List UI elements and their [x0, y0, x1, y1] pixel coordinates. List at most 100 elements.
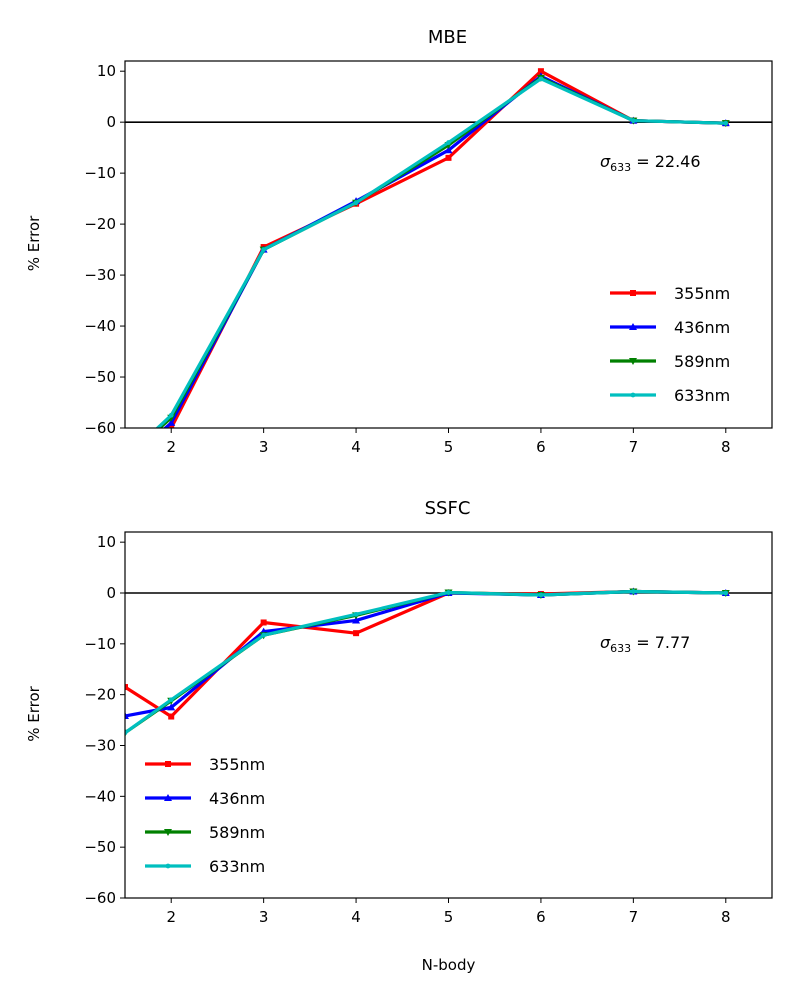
data-point-633nm: [723, 590, 729, 596]
y-tick-label: −10: [84, 635, 116, 653]
chart-panel-2: 2 3 4 5 6 7 8 10 0 −10 −20 −30 −40 −50 −60 SSFC % Error N…: [25, 498, 773, 974]
y-tick-label: 0: [106, 584, 116, 602]
y-tick-label: −30: [84, 266, 116, 284]
legend: 355nm 436nm 589nm 633nm: [610, 284, 730, 405]
plot-frame: [124, 60, 773, 429]
data-point-633nm: [261, 632, 267, 638]
chart-title: SSFC: [425, 498, 471, 519]
legend-marker-589nm: [164, 829, 172, 836]
series-line-633nm: [125, 589, 726, 735]
series-line-436nm: [163, 74, 726, 428]
legend-marker-589nm: [629, 358, 637, 365]
data-point-633nm: [538, 592, 544, 598]
data-point-355nm: [445, 154, 452, 161]
y-tick-label: 10: [97, 533, 116, 551]
legend: 355nm 436nm 589nm 633nm: [145, 755, 265, 876]
data-point-633nm: [446, 590, 451, 595]
data-point-633nm: [168, 412, 174, 418]
y-tick-label: −30: [84, 737, 116, 755]
x-tick-label: 4: [351, 438, 361, 456]
legend-label-633nm: 633nm: [209, 857, 265, 876]
plot-area: [121, 68, 730, 472]
data-point-633nm: [353, 200, 359, 206]
y-tick-label: −50: [84, 368, 116, 386]
x-tick-label: 5: [444, 908, 454, 926]
legend-marker-633nm: [630, 392, 636, 398]
legend-label-633nm: 633nm: [674, 386, 730, 405]
data-point-355nm: [125, 684, 128, 691]
data-point-355nm: [168, 425, 175, 428]
x-tick-label: 3: [259, 438, 269, 456]
x-tick-label: 4: [351, 908, 361, 926]
x-tick-label: 8: [721, 908, 731, 926]
series-line-589nm: [125, 589, 726, 735]
data-point-436nm: [121, 460, 129, 467]
sigma-annotation: σ633 = 7.77: [600, 633, 690, 655]
x-tick-label: 7: [629, 438, 639, 456]
data-point-436nm: [352, 616, 361, 624]
sigma-annotation: σ633 = 22.46: [600, 152, 701, 174]
series-line-436nm: [125, 589, 726, 718]
y-tick-label: −40: [84, 317, 116, 335]
data-point-633nm: [723, 120, 729, 126]
legend-label-355nm: 355nm: [209, 755, 265, 774]
data-point-633nm: [630, 589, 636, 594]
legend-marker-436nm: [164, 794, 172, 801]
y-tick-label: −50: [84, 838, 116, 856]
y-tick-label: −40: [84, 787, 116, 805]
legend-label-355nm: 355nm: [674, 284, 730, 303]
plot-area: [125, 587, 730, 737]
data-point-355nm: [353, 630, 360, 637]
data-point-436nm: [167, 703, 176, 711]
chart-title: MBE: [428, 27, 467, 48]
data-point-589nm: [121, 456, 129, 463]
data-point-633nm: [123, 456, 128, 461]
data-point-633nm: [353, 611, 359, 617]
legend-label-589nm: 589nm: [674, 352, 730, 371]
x-tick-label: 2: [166, 908, 176, 926]
y-tick-label: −20: [84, 686, 116, 704]
data-point-355nm: [122, 466, 128, 472]
x-tick-label: 8: [721, 438, 731, 456]
x-tick-label: 3: [259, 908, 269, 926]
x-tick-label: 7: [629, 908, 639, 926]
sigma-subscript: 633: [610, 161, 631, 174]
series-line-633nm: [155, 77, 726, 428]
y-tick-label: −60: [84, 889, 116, 907]
x-tick-label: 5: [444, 438, 454, 456]
data-point-436nm: [167, 418, 176, 426]
y-tick-label: −20: [84, 215, 116, 233]
y-tick-label: −60: [84, 419, 116, 437]
y-axis-label: % Error: [25, 215, 43, 271]
plot-frame: [124, 531, 773, 899]
data-point-436nm: [125, 712, 129, 720]
x-tick-label: 6: [536, 908, 546, 926]
y-axis-label: % Error: [25, 685, 43, 741]
y-tick-label: −10: [84, 164, 116, 182]
legend-label-436nm: 436nm: [209, 789, 265, 808]
sigma-value: = 7.77: [631, 633, 690, 652]
legend-marker-355nm: [165, 761, 171, 767]
data-point-355nm: [537, 68, 544, 75]
x-tick-label: 2: [166, 438, 176, 456]
x-axis-label: N-body: [422, 956, 476, 974]
legend-label-589nm: 589nm: [209, 823, 265, 842]
sigma-value: = 22.46: [631, 152, 700, 171]
series-line-589nm: [157, 76, 726, 428]
sigma-subscript: 633: [610, 642, 631, 655]
x-tick-label: 6: [536, 438, 546, 456]
data-point-633nm: [261, 247, 267, 252]
sigma-symbol: σ: [600, 152, 611, 171]
legend-label-436nm: 436nm: [674, 318, 730, 337]
data-point-633nm: [446, 140, 451, 145]
data-point-633nm: [538, 76, 544, 82]
sigma-symbol: σ: [600, 633, 611, 652]
data-point-436nm: [444, 146, 453, 154]
legend-marker-436nm: [629, 323, 637, 330]
series-line-355nm: [168, 69, 726, 428]
data-point-355nm: [260, 619, 267, 626]
series-line-355nm: [125, 589, 726, 719]
y-tick-label: 10: [97, 62, 116, 80]
